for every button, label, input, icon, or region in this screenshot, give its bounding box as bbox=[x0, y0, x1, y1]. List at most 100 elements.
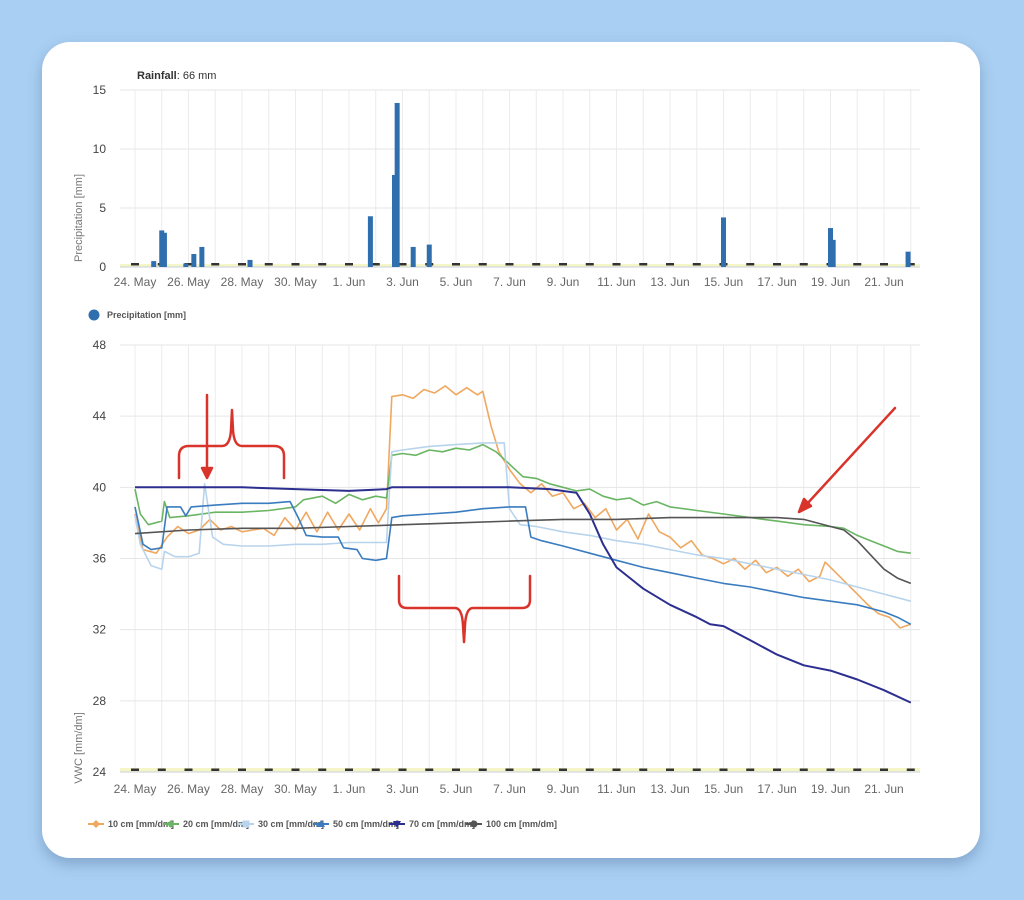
vwc-series-line-100cm[interactable] bbox=[134, 516, 912, 585]
vwc-zero-marker bbox=[773, 768, 781, 771]
precip-y-tick: 10 bbox=[93, 142, 107, 156]
precipitation-bar[interactable] bbox=[151, 261, 157, 267]
precipitation-legend-marker bbox=[88, 309, 100, 321]
vwc-zero-marker bbox=[853, 768, 862, 771]
vwc-zero-marker bbox=[880, 768, 888, 771]
precipitation-bars bbox=[151, 102, 911, 267]
vwc-zero-marker bbox=[478, 768, 487, 771]
vwc-zero-marker bbox=[238, 768, 246, 771]
vwc-y-tick: 40 bbox=[93, 480, 107, 494]
vwc-zero-marker bbox=[131, 768, 139, 771]
precip-x-tick: 5. Jun bbox=[440, 275, 473, 289]
precip-x-tick: 13. Jun bbox=[650, 275, 689, 289]
vwc-x-tick: 26. May bbox=[167, 782, 210, 796]
precip-zero-marker bbox=[692, 263, 701, 266]
vwc-zero-marker bbox=[612, 768, 621, 771]
precipitation-bar[interactable] bbox=[426, 244, 432, 267]
precipitation-bar[interactable] bbox=[391, 174, 397, 267]
vwc-series-line-20cm[interactable] bbox=[134, 443, 911, 554]
precipitation-bar[interactable] bbox=[183, 263, 189, 267]
precip-x-tick: 3. Jun bbox=[386, 275, 419, 289]
vwc-zero-marker bbox=[559, 768, 567, 771]
vwc-x-tick: 13. Jun bbox=[650, 782, 689, 796]
vwc-zero-marker bbox=[345, 768, 353, 771]
vwc-legend-item[interactable]: 50 cm [mm/dm] bbox=[313, 819, 399, 829]
precipitation-bar[interactable] bbox=[721, 217, 726, 267]
precip-x-tick: 19. Jun bbox=[811, 275, 850, 289]
precip-zero-marker bbox=[184, 263, 193, 266]
vwc-y-tick: 48 bbox=[93, 338, 107, 352]
annotation-brace-bottom bbox=[397, 574, 532, 644]
precip-zero-marker bbox=[585, 263, 594, 266]
rainfall-total: Rainfall: 66 mm bbox=[137, 70, 216, 82]
vwc-legend-label: 70 cm [mm/dm] bbox=[409, 819, 475, 829]
precipitation-legend[interactable]: Precipitation [mm] bbox=[88, 309, 187, 321]
precipitation-bar[interactable] bbox=[830, 239, 836, 267]
vwc-x-tick: 5. Jun bbox=[440, 782, 473, 796]
precipitation-bar[interactable] bbox=[161, 232, 167, 267]
vwc-zero-marker bbox=[906, 768, 915, 771]
precipitation-bar[interactable] bbox=[410, 246, 416, 267]
precipitation-bar[interactable] bbox=[191, 254, 197, 267]
precip-zero-marker bbox=[773, 263, 781, 266]
vwc-series-line-50cm[interactable] bbox=[134, 500, 912, 626]
vwc-zero-marker bbox=[398, 768, 407, 771]
vwc-zero-marker bbox=[719, 768, 728, 771]
precip-zero-marker bbox=[264, 263, 273, 266]
rainfall-title-value: : 66 mm bbox=[177, 70, 217, 82]
precip-zero-marker bbox=[559, 263, 567, 266]
annotation-brace-top bbox=[177, 408, 286, 480]
vwc-legend-label: 10 cm [mm/dm] bbox=[108, 819, 174, 829]
vwc-legend-label: 20 cm [mm/dm] bbox=[183, 819, 249, 829]
vwc-legend-item[interactable]: 70 cm [mm/dm] bbox=[389, 819, 475, 829]
precipitation-bar[interactable] bbox=[199, 246, 205, 267]
vwc-legend-item[interactable]: 10 cm [mm/dm] bbox=[88, 819, 174, 829]
vwc-y-axis-label: VWC [mm/dm] bbox=[73, 712, 85, 784]
precip-x-tick: 15. Jun bbox=[704, 275, 743, 289]
vwc-zero-marker bbox=[826, 768, 835, 771]
precip-x-tick: 24. May bbox=[114, 275, 157, 289]
precip-zero-marker bbox=[452, 263, 460, 266]
vwc-x-tick: 21. Jun bbox=[864, 782, 903, 796]
vwc-x-tick: 24. May bbox=[114, 782, 157, 796]
annotation-diagonal-arrow bbox=[804, 406, 897, 507]
precip-zero-marker bbox=[478, 263, 487, 266]
vwc-y-tick: 44 bbox=[93, 409, 107, 423]
vwc-x-tick: 1. Jun bbox=[333, 782, 366, 796]
vwc-zero-marker bbox=[264, 768, 273, 771]
precipitation-bar[interactable] bbox=[905, 251, 911, 267]
vwc-zero-marker bbox=[639, 768, 648, 771]
precip-x-tick: 21. Jun bbox=[864, 275, 903, 289]
vwc-zero-marker bbox=[157, 768, 166, 771]
precip-zero-marker bbox=[799, 263, 808, 266]
precipitation-bar[interactable] bbox=[159, 230, 165, 267]
precipitation-bar[interactable] bbox=[247, 259, 253, 267]
vwc-x-tick: 28. May bbox=[221, 782, 264, 796]
vwc-legend-item[interactable]: 30 cm [mm/dm] bbox=[238, 819, 324, 829]
precip-zero-marker bbox=[345, 263, 353, 266]
vwc-series-line-30cm[interactable] bbox=[134, 442, 912, 602]
vwc-legend-label: 30 cm [mm/dm] bbox=[258, 819, 324, 829]
legend-marker-square-icon bbox=[242, 820, 250, 828]
precip-zero-marker bbox=[291, 263, 300, 266]
precip-zero-marker bbox=[906, 263, 915, 266]
precipitation-bar[interactable] bbox=[367, 216, 373, 267]
precip-y-tick: 0 bbox=[99, 260, 106, 274]
vwc-baseline-band bbox=[120, 768, 920, 772]
vwc-legend-item[interactable]: 20 cm [mm/dm] bbox=[163, 819, 249, 829]
precipitation-bar[interactable] bbox=[394, 102, 400, 267]
precipitation-bar[interactable] bbox=[828, 228, 833, 267]
precip-zero-marker bbox=[612, 263, 621, 266]
vwc-series-line-10cm[interactable] bbox=[134, 385, 912, 629]
vwc-series-line-70cm[interactable] bbox=[135, 486, 912, 704]
precip-x-tick: 7. Jun bbox=[493, 275, 526, 289]
legend-marker-triangle-icon bbox=[317, 820, 325, 827]
precip-zero-marker bbox=[211, 263, 220, 266]
vwc-x-tick: 15. Jun bbox=[704, 782, 743, 796]
precip-zero-marker bbox=[853, 263, 862, 266]
precip-zero-marker bbox=[398, 263, 407, 266]
vwc-legend-item[interactable]: 100 cm [mm/dm] bbox=[466, 819, 557, 829]
precip-zero-marker bbox=[746, 263, 755, 266]
legend-marker-diamond-icon bbox=[92, 820, 100, 828]
